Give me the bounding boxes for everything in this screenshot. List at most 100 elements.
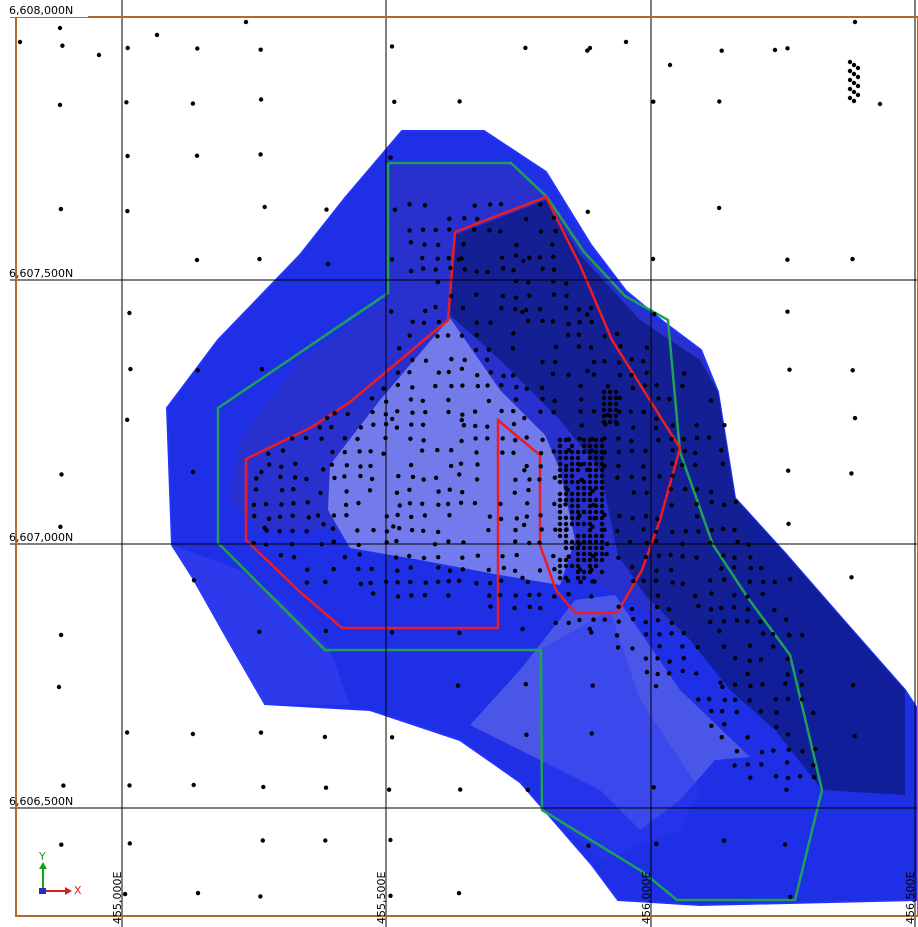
- drillhole-collar: [557, 497, 563, 503]
- drillhole-collar: [343, 502, 349, 508]
- drillhole-collar: [291, 487, 296, 492]
- drillhole-collar: [407, 487, 412, 492]
- drillhole-collar: [581, 485, 587, 491]
- drillhole-collar: [666, 607, 672, 612]
- drillhole-collar: [587, 449, 593, 455]
- drillhole-collar: [395, 568, 400, 573]
- drillhole-collar: [410, 410, 415, 415]
- z-axis-marker: [39, 888, 46, 894]
- drillhole-collar: [719, 735, 724, 740]
- drillhole-collar: [389, 735, 395, 740]
- drillhole-collar: [419, 448, 425, 453]
- drillhole-collar: [538, 513, 543, 518]
- drillhole-collar: [745, 594, 750, 599]
- drillhole-collar: [460, 412, 465, 417]
- drillhole-collar: [614, 633, 620, 638]
- drillhole-collar: [785, 732, 791, 737]
- drillhole-collar: [488, 202, 493, 207]
- drillhole-collar: [540, 318, 545, 324]
- drillhole-collar: [852, 734, 857, 739]
- drillhole-collar: [654, 841, 659, 846]
- drillhole-collar: [125, 208, 130, 214]
- drillhole-collar: [617, 513, 622, 519]
- drillhole-collar: [447, 568, 453, 573]
- drillhole-collar: [96, 52, 102, 58]
- drillhole-collar: [125, 417, 130, 422]
- label-easting-456000: 456,000E: [640, 872, 653, 924]
- drillhole-collar: [332, 411, 337, 416]
- drillhole-collar: [17, 39, 23, 45]
- drillhole-collar: [721, 644, 726, 649]
- drillhole-collar: [512, 490, 517, 495]
- drillhole-collar: [524, 386, 529, 391]
- drillhole-collar: [694, 501, 699, 507]
- drillhole-collar: [587, 467, 593, 473]
- drillhole-collar: [501, 373, 506, 379]
- drillhole-collar: [536, 592, 542, 597]
- drillhole-collar: [563, 473, 569, 479]
- drillhole-collar: [693, 462, 698, 468]
- drillhole-collar: [522, 468, 527, 473]
- drillhole-collar: [557, 533, 563, 539]
- drillhole-collar: [447, 513, 452, 518]
- drillhole-collar: [641, 527, 646, 532]
- drillhole-collar: [526, 487, 531, 493]
- drillhole-collar: [654, 416, 659, 421]
- drillhole-collar: [486, 398, 492, 404]
- drillhole-collar: [457, 472, 462, 477]
- project-boundary: [15, 16, 918, 917]
- drillhole-collar: [601, 395, 607, 401]
- drillhole-collar: [550, 242, 555, 247]
- drillhole-collar: [458, 500, 464, 505]
- drillhole-collar: [575, 575, 581, 581]
- drillhole-collar: [693, 450, 698, 456]
- drillhole-collar: [563, 485, 569, 491]
- drillhole-collar: [342, 554, 347, 560]
- drillhole-collar: [190, 469, 196, 475]
- drillhole-collar: [485, 424, 490, 429]
- drillhole-collar: [734, 709, 739, 715]
- drillhole-collar: [745, 762, 750, 767]
- drillhole-collar: [317, 425, 323, 430]
- drillhole-collar: [522, 415, 527, 421]
- drillhole-collar: [409, 422, 414, 427]
- drillhole-collar: [422, 513, 428, 518]
- drillhole-collar: [607, 413, 613, 419]
- drillhole-collar: [629, 373, 634, 378]
- drillhole-collar: [329, 424, 334, 430]
- drillhole-collar: [512, 568, 518, 573]
- drillhole-collar: [851, 683, 856, 688]
- drillhole-collar: [599, 545, 605, 551]
- drillhole-collar: [124, 100, 129, 105]
- drillhole-collar: [760, 682, 765, 687]
- drillhole-collar: [523, 45, 528, 51]
- drillhole-collar: [388, 837, 393, 843]
- drillhole-collar: [527, 477, 532, 482]
- drillhole-collar: [847, 68, 853, 74]
- drillhole-collar: [511, 408, 516, 414]
- drillhole-collar: [787, 367, 792, 372]
- drillhole-collar: [593, 503, 599, 509]
- drillhole-collar: [557, 455, 563, 461]
- drillhole-collar: [355, 436, 360, 442]
- drillhole-collar: [551, 279, 556, 284]
- label-easting-456500: 456,500E: [904, 872, 917, 924]
- drillhole-collar: [488, 320, 493, 325]
- drillhole-collar: [407, 202, 412, 207]
- drillhole-collar: [526, 280, 531, 285]
- drillhole-collar: [563, 437, 569, 443]
- drillhole-collar: [607, 389, 613, 395]
- drillhole-collar: [537, 255, 542, 260]
- drillhole-collar: [850, 256, 855, 262]
- drillhole-collar: [721, 553, 726, 558]
- drillhole-collar: [569, 473, 575, 479]
- drillhole-collar: [513, 477, 518, 482]
- drillhole-collar: [258, 97, 264, 102]
- drillhole-collar: [538, 229, 544, 234]
- drillhole-collar: [670, 473, 675, 479]
- drillhole-collar: [500, 436, 505, 441]
- drillhole-collar: [667, 396, 672, 402]
- drillhole-collar: [459, 333, 465, 338]
- drillhole-collar: [538, 464, 543, 469]
